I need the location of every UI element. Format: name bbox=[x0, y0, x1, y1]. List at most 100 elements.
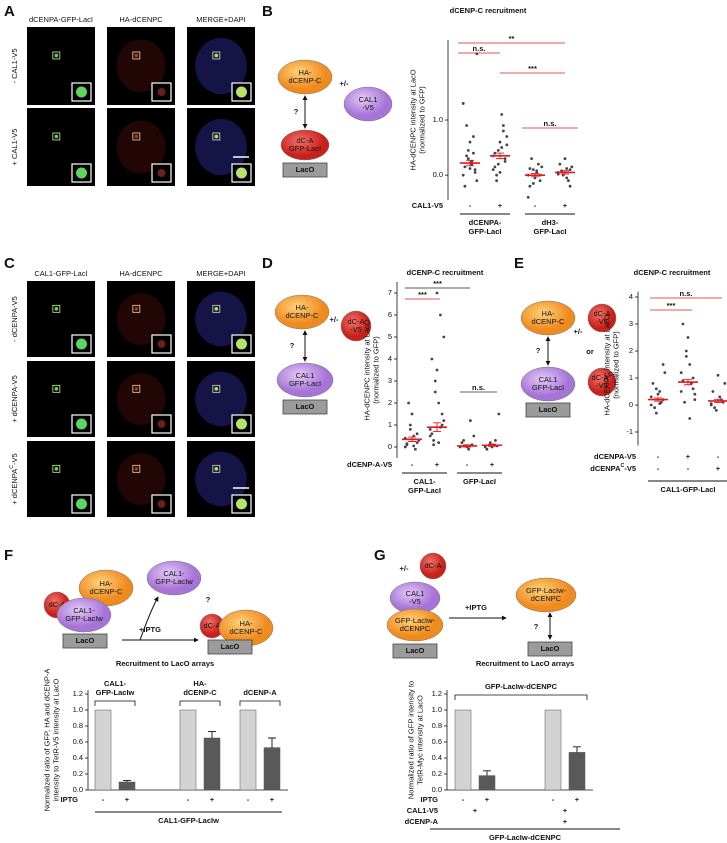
panel-letter: E bbox=[514, 255, 524, 272]
column-label: HA-dCENPC bbox=[119, 15, 163, 24]
row-label-group: + dCENPA-V5 bbox=[10, 375, 19, 423]
data-point bbox=[679, 390, 683, 393]
node-label: GFP-LacI bbox=[532, 383, 564, 392]
data-point bbox=[494, 439, 497, 442]
laco-box bbox=[62, 633, 108, 649]
data-point bbox=[496, 162, 500, 166]
bracket bbox=[454, 694, 588, 700]
node-label: -V5 bbox=[596, 317, 608, 326]
node-label: HA- bbox=[299, 68, 312, 77]
roi bbox=[212, 132, 221, 141]
group-label: HA- bbox=[193, 679, 207, 688]
y-tick-label: 3 bbox=[388, 376, 392, 385]
data-point bbox=[503, 157, 507, 161]
x-tick-label: + bbox=[563, 201, 568, 210]
data-point bbox=[497, 412, 501, 416]
node-label: HA- bbox=[296, 303, 309, 312]
node-label: dC-A bbox=[203, 621, 220, 630]
y-tick-label: 1.2 bbox=[73, 689, 83, 698]
roi bbox=[132, 51, 141, 60]
row-label: dCENP-A-V5 bbox=[347, 460, 392, 469]
y-tick-label: 0.8 bbox=[432, 721, 442, 730]
inset-spot bbox=[157, 500, 166, 508]
protein bbox=[343, 86, 393, 122]
data-point bbox=[493, 165, 497, 169]
bar bbox=[179, 709, 197, 791]
roi bbox=[132, 132, 141, 141]
node-label: CAL1 bbox=[296, 371, 315, 380]
spot bbox=[214, 134, 219, 139]
nucleus bbox=[195, 371, 247, 427]
x-tick-label: - bbox=[657, 452, 660, 461]
data-point bbox=[716, 373, 720, 377]
data-point bbox=[565, 167, 569, 170]
node-label: LacO bbox=[76, 636, 95, 645]
error-bar bbox=[463, 444, 471, 448]
data-point bbox=[430, 357, 434, 361]
protein bbox=[587, 303, 617, 333]
error-bar bbox=[488, 443, 496, 447]
x-tick-label: - bbox=[717, 452, 720, 461]
data-point bbox=[432, 439, 435, 442]
data-point bbox=[463, 165, 467, 169]
significance: n.s. bbox=[544, 119, 557, 128]
y-tick-label: 0 bbox=[388, 442, 392, 451]
x-tick-label: - bbox=[102, 795, 105, 804]
data-point bbox=[502, 129, 505, 133]
y-tick-label: 0.0 bbox=[73, 785, 83, 794]
nucleus bbox=[195, 451, 247, 507]
node-label: CAL1- bbox=[73, 606, 95, 615]
significance: n.s. bbox=[473, 44, 486, 53]
row-label: dCENP-A bbox=[405, 817, 439, 826]
data-point bbox=[466, 157, 470, 161]
data-point bbox=[500, 113, 504, 116]
laco-box bbox=[207, 639, 253, 655]
protein bbox=[277, 59, 333, 95]
data-point bbox=[654, 387, 658, 391]
spot bbox=[134, 467, 139, 471]
error-bar bbox=[408, 436, 416, 442]
data-point bbox=[469, 419, 472, 422]
row-label: + dCENPAC-V5 bbox=[9, 453, 19, 504]
spot bbox=[54, 307, 59, 311]
panel-letter: G bbox=[374, 547, 386, 564]
node-label: -V5 bbox=[409, 597, 421, 606]
data-point bbox=[468, 167, 472, 170]
data-point bbox=[684, 355, 688, 358]
symbol: +/- bbox=[330, 315, 339, 324]
group-label: GFP-LacI bbox=[469, 227, 502, 236]
data-point bbox=[485, 447, 489, 451]
y-tick-label: 0.2 bbox=[432, 769, 442, 778]
stain bbox=[116, 120, 166, 174]
spot bbox=[214, 467, 219, 471]
x-tick-label: + bbox=[125, 795, 130, 804]
bracket bbox=[179, 700, 221, 706]
data-point bbox=[488, 441, 492, 444]
node-label: dCENPC bbox=[531, 594, 562, 603]
x-tick-label: + bbox=[485, 795, 490, 804]
node-label: CAL1 bbox=[539, 375, 558, 384]
inset-spot bbox=[76, 167, 87, 179]
node-label-part: C bbox=[609, 372, 613, 378]
row-label-group: + dCENPAC-V5 bbox=[9, 453, 19, 504]
protein bbox=[587, 367, 617, 397]
data-point bbox=[439, 313, 442, 317]
x-tick-label: - bbox=[469, 201, 472, 210]
data-point bbox=[440, 412, 444, 416]
data-point bbox=[686, 336, 690, 339]
node-label: CAL1- bbox=[163, 569, 185, 578]
row-label-part: dCENPA bbox=[590, 464, 621, 473]
y-tick-label: 6 bbox=[388, 310, 392, 319]
significance: *** bbox=[528, 64, 537, 73]
error-bar bbox=[433, 422, 441, 433]
node-label: GFP-LacI bbox=[289, 144, 321, 153]
y-tick-label: 2 bbox=[629, 346, 633, 355]
y-tick-label: 4 bbox=[388, 354, 392, 363]
data-point bbox=[503, 159, 507, 163]
column-label: MERGE+DAPI bbox=[196, 269, 245, 278]
x-tick-label: + bbox=[563, 817, 568, 826]
row-label: IPTG bbox=[420, 795, 438, 804]
error-bar bbox=[684, 378, 692, 386]
y-tick-label: 1.0 bbox=[433, 115, 443, 124]
y-tick-label: 0.0 bbox=[432, 785, 442, 794]
